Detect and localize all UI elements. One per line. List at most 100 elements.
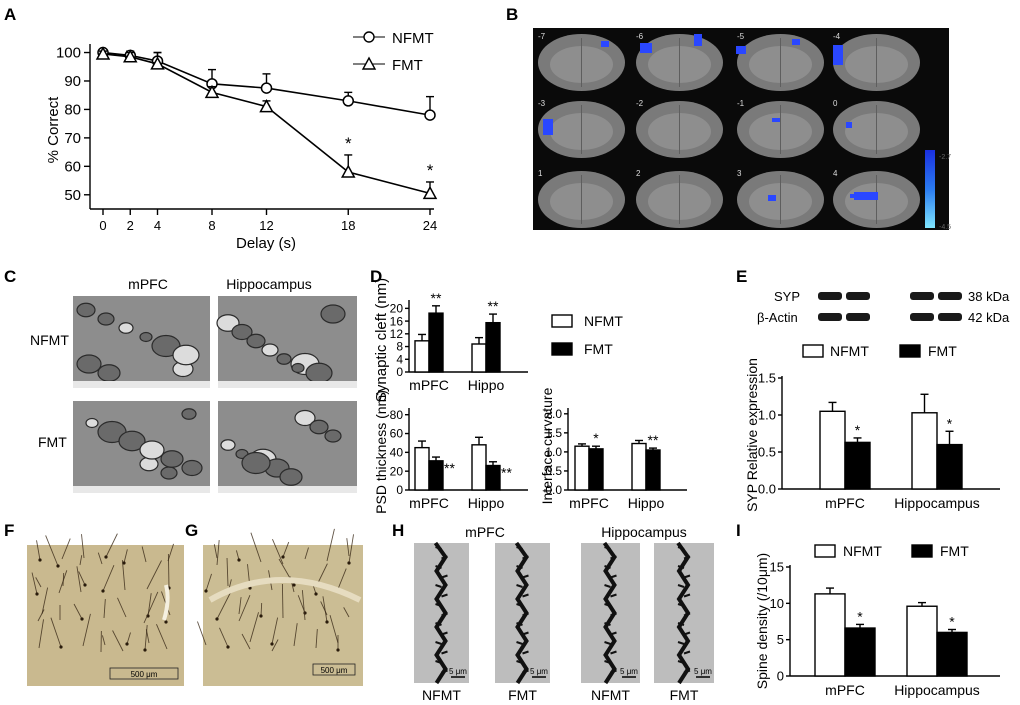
golgi-neurite	[205, 573, 212, 592]
golgi-soma	[314, 592, 318, 596]
panel-f-scale-label: 500 μm	[131, 670, 158, 679]
activation-cluster	[736, 46, 746, 54]
dendritic-spine	[522, 631, 529, 636]
chartE-y-tick-label: 0.5	[758, 445, 776, 460]
golgi-neurite	[144, 625, 148, 651]
chartD1-y-tick-label: 4	[396, 352, 403, 366]
chartD1-y-tick-label: 0	[396, 365, 403, 379]
blot-band	[910, 313, 934, 321]
chartD1-bar-nfmt	[471, 343, 487, 373]
dendritic-spine	[435, 546, 442, 550]
brain-slice-label: -7	[538, 32, 546, 41]
dendritic-spine	[516, 565, 523, 569]
chartD2-y-tick-label: 0	[396, 483, 403, 497]
dendritic-spine	[604, 584, 611, 588]
chart-i-spine-density: 0 5 10 15 * mPFC * Hippocampus	[770, 560, 1000, 698]
activation-cluster	[833, 45, 843, 65]
golgi-neurite	[348, 534, 354, 564]
em-organelle	[172, 344, 200, 366]
chart-a-xlabel: Delay (s)	[236, 235, 296, 252]
brain-slice-label: 2	[636, 169, 641, 178]
chart-d-legend: NFMT FMT	[551, 313, 623, 357]
chart-a-x-tick-label: 12	[259, 218, 273, 233]
dendritic-spine	[677, 622, 685, 626]
dendritic-spine	[610, 593, 617, 598]
legend-d-fmt-swatch	[551, 342, 573, 356]
golgi-neurite	[322, 596, 328, 623]
golgi-neurite	[37, 609, 45, 622]
panel-c-col-hippocampus: Hippocampus	[226, 276, 312, 292]
dendritic-spine	[435, 565, 442, 569]
panel-label-c: C	[4, 267, 16, 286]
golgi-neurite	[79, 555, 83, 566]
golgi-neurite	[103, 599, 106, 619]
chartE-y-tick-label: 0.0	[758, 482, 776, 497]
dendritic-spine	[441, 612, 448, 617]
golgi-neurite	[76, 566, 82, 593]
chart-a-point-nfmt	[342, 95, 354, 107]
blot-band	[938, 313, 962, 321]
legend-d-nfmt-label: NFMT	[584, 313, 623, 329]
golgi-soma	[325, 620, 329, 624]
panel-e-western-blot: SYP β-Actin 38 kDa 42 kDa	[757, 289, 1010, 325]
chartD1-bar-nfmt	[414, 340, 430, 373]
em-organelle	[97, 312, 115, 326]
chart-d2-ylabel: PSD thickness (nm)	[373, 390, 389, 514]
golgi-neurite	[97, 552, 103, 565]
brain-slice-label: -3	[538, 99, 546, 108]
dendritic-spine	[516, 546, 523, 550]
chartD3-bar-nfmt	[574, 445, 590, 491]
golgi-neurite	[216, 540, 220, 566]
chart-a-y-tick-label: 60	[64, 158, 81, 175]
golgi-neurite	[101, 635, 106, 646]
colorbar-top-label: -2.7	[939, 154, 951, 161]
em-organelle	[181, 459, 203, 477]
golgi-soma	[336, 648, 340, 652]
golgi-soma	[237, 558, 241, 562]
golgi-neurite	[35, 577, 42, 588]
chartI-bar-fmt	[936, 631, 968, 677]
dendritic-spine	[516, 622, 523, 626]
panel-c-em-images	[73, 296, 357, 493]
chartI-bar-fmt	[844, 627, 876, 677]
brain-slice-label: -4	[833, 32, 841, 41]
golgi-neurite	[41, 587, 49, 615]
dendritic-spine	[522, 555, 529, 560]
dendritic-spine	[610, 574, 617, 579]
chart-a-x-tick-label: 18	[341, 218, 355, 233]
chartI-y-tick-label: 15	[770, 560, 784, 575]
brain-slice-label: -1	[737, 99, 745, 108]
golgi-soma	[35, 592, 39, 596]
dendritic-spine	[610, 650, 617, 655]
em-organelle	[294, 409, 316, 427]
chartD1-category-label: mPFC	[409, 377, 449, 393]
chartD3-y-tick-label: 1.5	[545, 426, 562, 440]
golgi-neurite	[343, 607, 350, 618]
golgi-soma	[101, 589, 105, 593]
chartI-y-tick-label: 10	[770, 596, 784, 611]
dendritic-spine	[441, 650, 448, 655]
colorbar-bottom-label: -4.5	[939, 224, 951, 231]
panel-label-h: H	[392, 521, 404, 540]
activation-cluster	[768, 195, 776, 201]
dendritic-spine	[604, 622, 611, 626]
legend-i-fmt-label: FMT	[940, 543, 969, 559]
golgi-neurite	[141, 546, 147, 563]
chartD3-y-tick-label: 2.0	[545, 407, 562, 421]
dendritic-spine	[604, 660, 611, 664]
dendritic-spine	[604, 565, 611, 569]
em-organelle	[279, 468, 303, 486]
legend-a-nfmt-marker	[363, 31, 375, 43]
golgi-neurite	[326, 528, 335, 562]
dendritic-spine	[683, 593, 691, 598]
dendritic-spine	[522, 593, 529, 598]
golgi-neurite	[45, 535, 59, 567]
chartD1-bar-fmt	[428, 312, 444, 373]
chartD2-category-label: mPFC	[409, 495, 449, 511]
dendrite-scale-label: 5 μm	[620, 667, 638, 676]
chartE-bar-nfmt	[819, 410, 846, 490]
dendritic-spine	[677, 641, 685, 645]
brain-slice-label: 1	[538, 169, 543, 178]
golgi-neurite	[249, 612, 259, 643]
golgi-neurite	[271, 639, 279, 652]
